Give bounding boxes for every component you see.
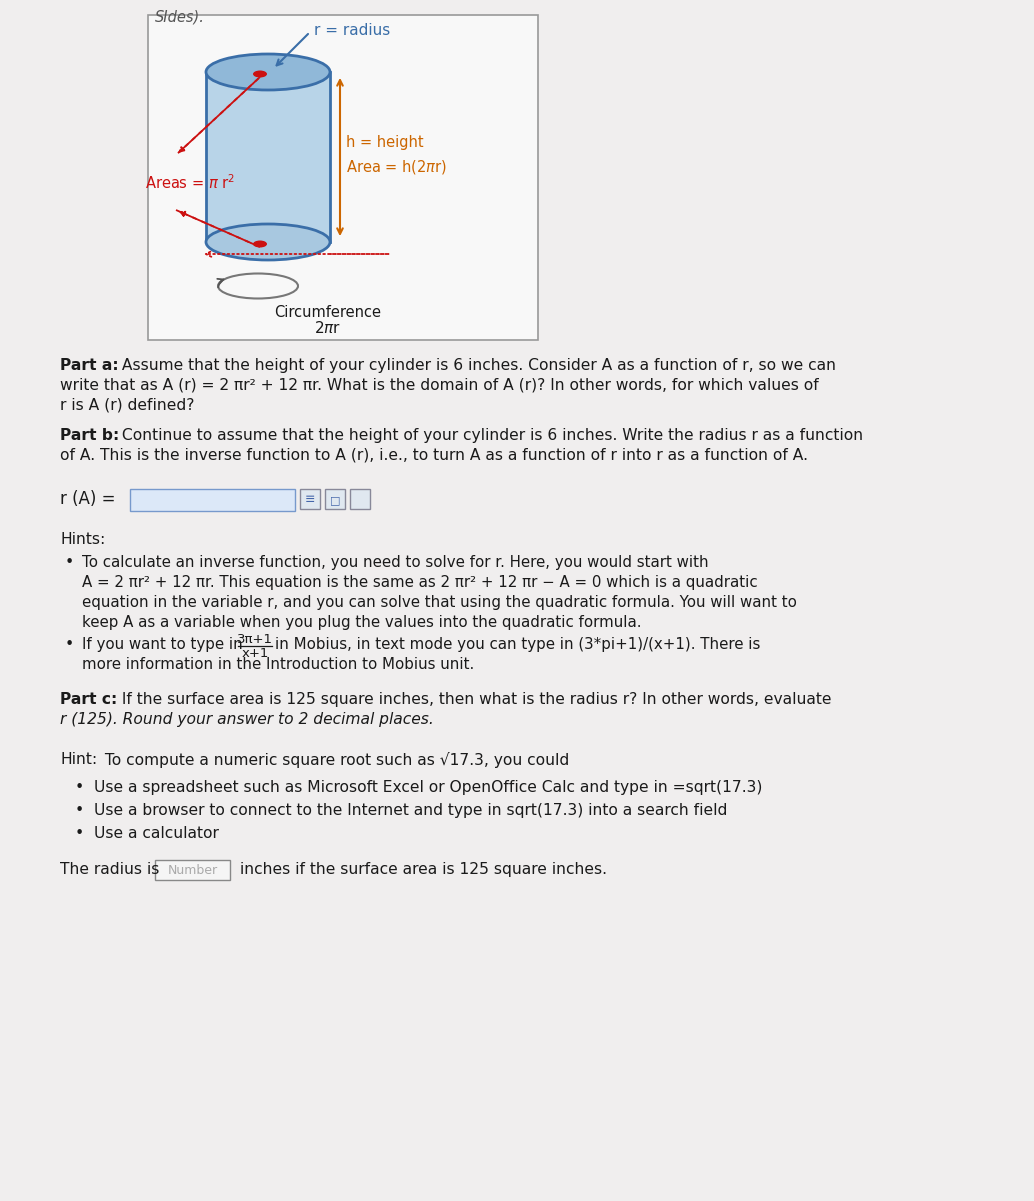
Text: keep A as a variable when you plug the values into the quadratic formula.: keep A as a variable when you plug the v…	[82, 615, 641, 631]
FancyBboxPatch shape	[155, 860, 230, 880]
Ellipse shape	[206, 225, 330, 259]
Text: 3π+1: 3π+1	[237, 633, 273, 646]
Text: Hint:: Hint:	[60, 752, 97, 767]
FancyBboxPatch shape	[130, 489, 295, 510]
Text: SIdes).: SIdes).	[155, 10, 205, 25]
Text: r (125). Round your answer to 2 decimal places.: r (125). Round your answer to 2 decimal …	[60, 712, 433, 727]
Text: To calculate an inverse function, you need to solve for r. Here, you would start: To calculate an inverse function, you ne…	[82, 555, 708, 570]
Text: inches if the surface area is 125 square inches.: inches if the surface area is 125 square…	[235, 862, 607, 877]
Text: r = radius: r = radius	[314, 23, 390, 38]
Text: A = 2 πr² + 12 πr. This equation is the same as 2 πr² + 12 πr − A = 0 which is a: A = 2 πr² + 12 πr. This equation is the …	[82, 575, 758, 590]
Text: •  Use a browser to connect to the Internet and type in sqrt(17.3) into a search: • Use a browser to connect to the Intern…	[75, 803, 727, 818]
Text: •  Use a spreadsheet such as Microsoft Excel or OpenOffice Calc and type in =sqr: • Use a spreadsheet such as Microsoft Ex…	[75, 779, 762, 795]
Ellipse shape	[206, 54, 330, 90]
Text: ≡: ≡	[305, 494, 315, 507]
Text: Number: Number	[168, 864, 218, 877]
Text: Areas = $\pi$ r$^2$: Areas = $\pi$ r$^2$	[145, 174, 235, 192]
Text: Part c:: Part c:	[60, 692, 117, 707]
Text: Area = h(2$\pi$r): Area = h(2$\pi$r)	[346, 159, 447, 177]
Text: If the surface area is 125 square inches, then what is the radius r? In other wo: If the surface area is 125 square inches…	[117, 692, 831, 707]
Text: r (A) =: r (A) =	[60, 490, 116, 508]
Text: equation in the variable r, and you can solve that using the quadratic formula. : equation in the variable r, and you can …	[82, 594, 797, 610]
Text: x+1: x+1	[241, 647, 269, 661]
Ellipse shape	[253, 71, 267, 78]
Bar	[148, 14, 538, 340]
Ellipse shape	[253, 240, 267, 247]
Text: Hints:: Hints:	[60, 532, 105, 546]
Text: r is A (r) defined?: r is A (r) defined?	[60, 398, 194, 413]
Text: Part a:: Part a:	[60, 358, 119, 374]
Bar	[206, 72, 330, 241]
Text: 2$\pi$r: 2$\pi$r	[314, 319, 341, 336]
Text: Circumference: Circumference	[274, 305, 382, 319]
Text: •  Use a calculator: • Use a calculator	[75, 826, 219, 841]
Text: Continue to assume that the height of your cylinder is 6 inches. Write the radiu: Continue to assume that the height of yo…	[117, 428, 863, 443]
Text: h = height: h = height	[346, 135, 424, 149]
Text: Part b:: Part b:	[60, 428, 119, 443]
Text: more information in the Introduction to Mobius unit.: more information in the Introduction to …	[82, 657, 475, 673]
Text: If you want to type in: If you want to type in	[82, 637, 243, 652]
Text: The radius is: The radius is	[60, 862, 159, 877]
Text: •: •	[65, 555, 74, 570]
Text: •: •	[65, 637, 74, 652]
FancyBboxPatch shape	[325, 489, 345, 509]
FancyBboxPatch shape	[300, 489, 320, 509]
Text: To compute a numeric square root such as √17.3, you could: To compute a numeric square root such as…	[100, 752, 570, 767]
FancyBboxPatch shape	[349, 489, 370, 509]
Text: □: □	[330, 495, 340, 504]
Text: write that as A (r) = 2 πr² + 12 πr. What is the domain of A (r)? In other words: write that as A (r) = 2 πr² + 12 πr. Wha…	[60, 378, 819, 393]
Text: Assume that the height of your cylinder is 6 inches. Consider A as a function of: Assume that the height of your cylinder …	[117, 358, 837, 374]
Text: of A. This is the inverse function to A (r), i.e., to turn A as a function of r : of A. This is the inverse function to A …	[60, 448, 808, 464]
Text: in Mobius, in text mode you can type in (3*pi+1)/(x+1). There is: in Mobius, in text mode you can type in …	[275, 637, 760, 652]
